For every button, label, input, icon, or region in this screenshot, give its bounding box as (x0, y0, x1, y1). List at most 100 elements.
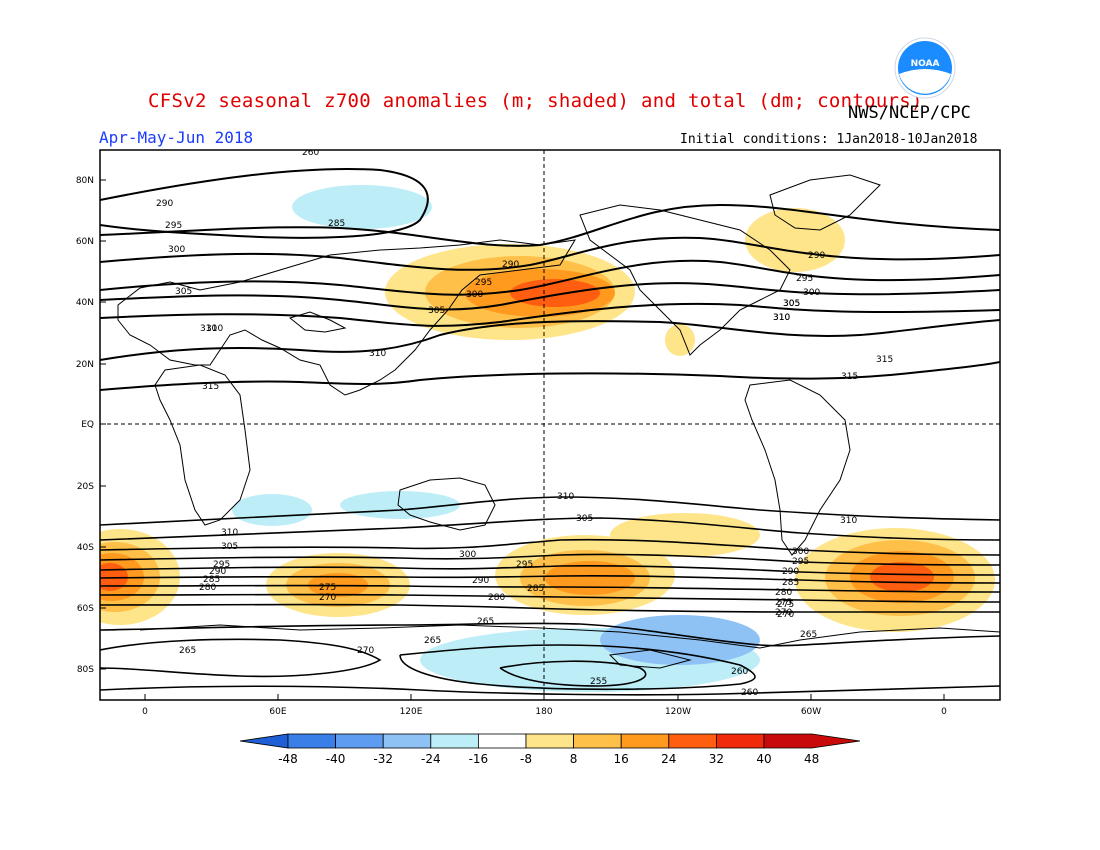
contour-label: 290 (502, 260, 519, 270)
contour-label: 310 (206, 324, 223, 334)
map-plot: 260 290 285 295 300 305 310 315 290 295 … (100, 148, 1000, 700)
contour-label: 275 (777, 600, 794, 610)
contour-label: 295 (213, 560, 230, 570)
map-gridlines (100, 150, 1000, 700)
colorbar-label: -16 (469, 752, 489, 766)
contour-label: 260 (302, 148, 319, 158)
contour-label: 265 (424, 636, 441, 646)
contour-label: 295 (796, 274, 813, 284)
contour-label: 270 (777, 610, 794, 620)
colorbar-swatch (763, 733, 861, 749)
contour-label: 290 (209, 567, 226, 577)
lon-tick-label: 60W (801, 707, 821, 717)
colorbar-label: 32 (709, 752, 724, 766)
contour-label: 305 (783, 299, 800, 309)
agency-label: NWS/NCEP/CPC (848, 103, 971, 123)
lon-tick-label: 120W (665, 707, 691, 717)
colorbar-swatch (716, 733, 765, 749)
contour-label: 305 (221, 542, 238, 552)
contour-label: 285 (203, 575, 220, 585)
colorbar: -48 -40 -32 -24 -16 -8 8 16 24 32 40 48 (239, 733, 861, 766)
contour-label: 310 (557, 492, 574, 502)
colorbar-label: 48 (804, 752, 819, 766)
contour-label: 310 (221, 528, 238, 538)
colorbar-swatch (573, 733, 622, 749)
contour-label: 285 (782, 578, 799, 588)
contour-label: 310 (773, 313, 790, 323)
lat-tick-label: 60N (76, 237, 94, 247)
contour-label: 315 (202, 382, 219, 392)
contour-label: 315 (841, 372, 858, 382)
colorbar-label: 16 (614, 752, 629, 766)
lat-tick-label: 40S (77, 543, 94, 553)
contour-label: 295 (516, 560, 533, 570)
colorbar-swatch (668, 733, 717, 749)
contour-label: 280 (488, 593, 505, 603)
colorbar-swatch (430, 733, 479, 749)
colorbar-label: 24 (661, 752, 676, 766)
colorbar-swatch (477, 733, 527, 749)
period-label: Apr-May-Jun 2018 (99, 128, 254, 147)
contour-label: 305 (576, 514, 593, 524)
lat-tick-label: EQ (81, 420, 94, 430)
colorbar-swatch (335, 733, 384, 749)
contour-label: 300 (792, 547, 809, 557)
lon-tick-label: 180 (535, 707, 552, 717)
lon-tick-label: 60E (269, 707, 286, 717)
colorbar-label: -8 (520, 752, 532, 766)
contour-label: 260 (731, 667, 748, 677)
contour-label: 295 (792, 557, 809, 567)
lat-tick-label: 60S (77, 604, 94, 614)
lon-tick-label: 0 (142, 707, 148, 717)
noaa-logo: NOAA (894, 37, 956, 99)
colorbar-swatch (287, 733, 336, 749)
contour-label: 275 (319, 583, 336, 593)
colorbar-label: -24 (421, 752, 441, 766)
page-title: CFSv2 seasonal z700 anomalies (m; shaded… (148, 90, 923, 112)
contour-label: 300 (459, 550, 476, 560)
contour-label: 310 (840, 516, 857, 526)
contour-label: 260 (741, 688, 758, 698)
colorbar-swatch (239, 733, 289, 749)
contour-label: 285 (328, 219, 345, 229)
lon-tick-label: 120E (400, 707, 423, 717)
colorbar-swatch (525, 733, 574, 749)
contour-label: 305 (428, 306, 445, 316)
lat-tick-label: 20N (76, 360, 94, 370)
contour-label: 255 (590, 677, 607, 687)
lon-tick-label: 0 (941, 707, 947, 717)
colorbar-label: 40 (756, 752, 771, 766)
contour-label: 270 (357, 646, 374, 656)
contour-label: 290 (156, 199, 173, 209)
contour-label: 310 (200, 324, 217, 334)
lat-tick-label: 20S (77, 482, 94, 492)
contour-label: 305 (783, 299, 800, 309)
longitude-axis: 0 60E 120E 180 120W 60W 0 (142, 694, 947, 717)
contour-label: 290 (782, 567, 799, 577)
colorbar-label: -32 (373, 752, 393, 766)
colorbar-label: -40 (326, 752, 346, 766)
map-frame (99, 149, 1001, 701)
contour-label: 300 (168, 245, 185, 255)
contour-label: 270 (319, 593, 336, 603)
contour-label: 265 (800, 630, 817, 640)
contour-label: 310 (773, 313, 790, 323)
contour-label: 295 (475, 278, 492, 288)
contour-label: 300 (466, 290, 483, 300)
contour-label: 285 (527, 584, 544, 594)
southern-contours (100, 496, 1000, 696)
contour-label: 265 (179, 646, 196, 656)
contour-label: 275 (775, 598, 792, 608)
coastlines (117, 174, 1000, 669)
noaa-logo-text: NOAA (911, 59, 940, 69)
initial-conditions-label: Initial conditions: 1Jan2018-10Jan2018 (680, 132, 978, 147)
geopotential-contours (100, 168, 1000, 391)
lat-tick-label: 80N (76, 176, 94, 186)
contour-label: 280 (775, 588, 792, 598)
latitude-axis: 80N 60N 40N 20N EQ 20S 40S 60S 80S (76, 176, 106, 675)
lat-tick-label: 40N (76, 298, 94, 308)
contour-label: 315 (876, 355, 893, 365)
contour-label: 290 (808, 251, 825, 261)
contour-label: 305 (175, 287, 192, 297)
